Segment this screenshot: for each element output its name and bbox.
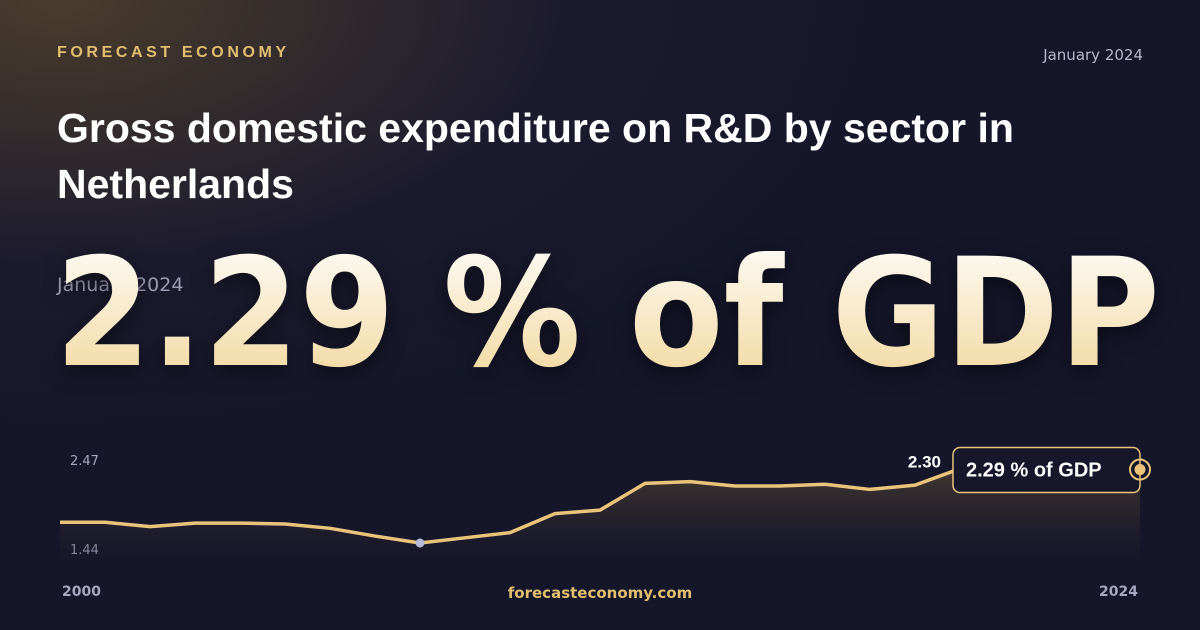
- x-tick-label: 2024: [1099, 584, 1138, 600]
- x-tick-label: 2000: [62, 584, 101, 600]
- annotation: 2.30: [908, 453, 941, 472]
- end-dot: [1134, 464, 1146, 476]
- area-fill: [60, 468, 1140, 565]
- date: January 2024: [1043, 46, 1143, 64]
- headline-date: January 2024: [56, 274, 183, 296]
- footer-url: forecasteconomy.com: [507, 584, 693, 602]
- brand: FORECAST ECONOMY: [57, 44, 290, 61]
- y-tick-label: 2.47: [70, 454, 99, 469]
- badge-label: 2.29 % of GDP: [966, 460, 1102, 482]
- end-ring: [1129, 458, 1151, 481]
- title: Gross domestic expenditure on R&D by sec…: [57, 105, 1014, 207]
- headline-value: 2.29 % of GDP: [55, 227, 1160, 401]
- min-marker: [415, 538, 425, 548]
